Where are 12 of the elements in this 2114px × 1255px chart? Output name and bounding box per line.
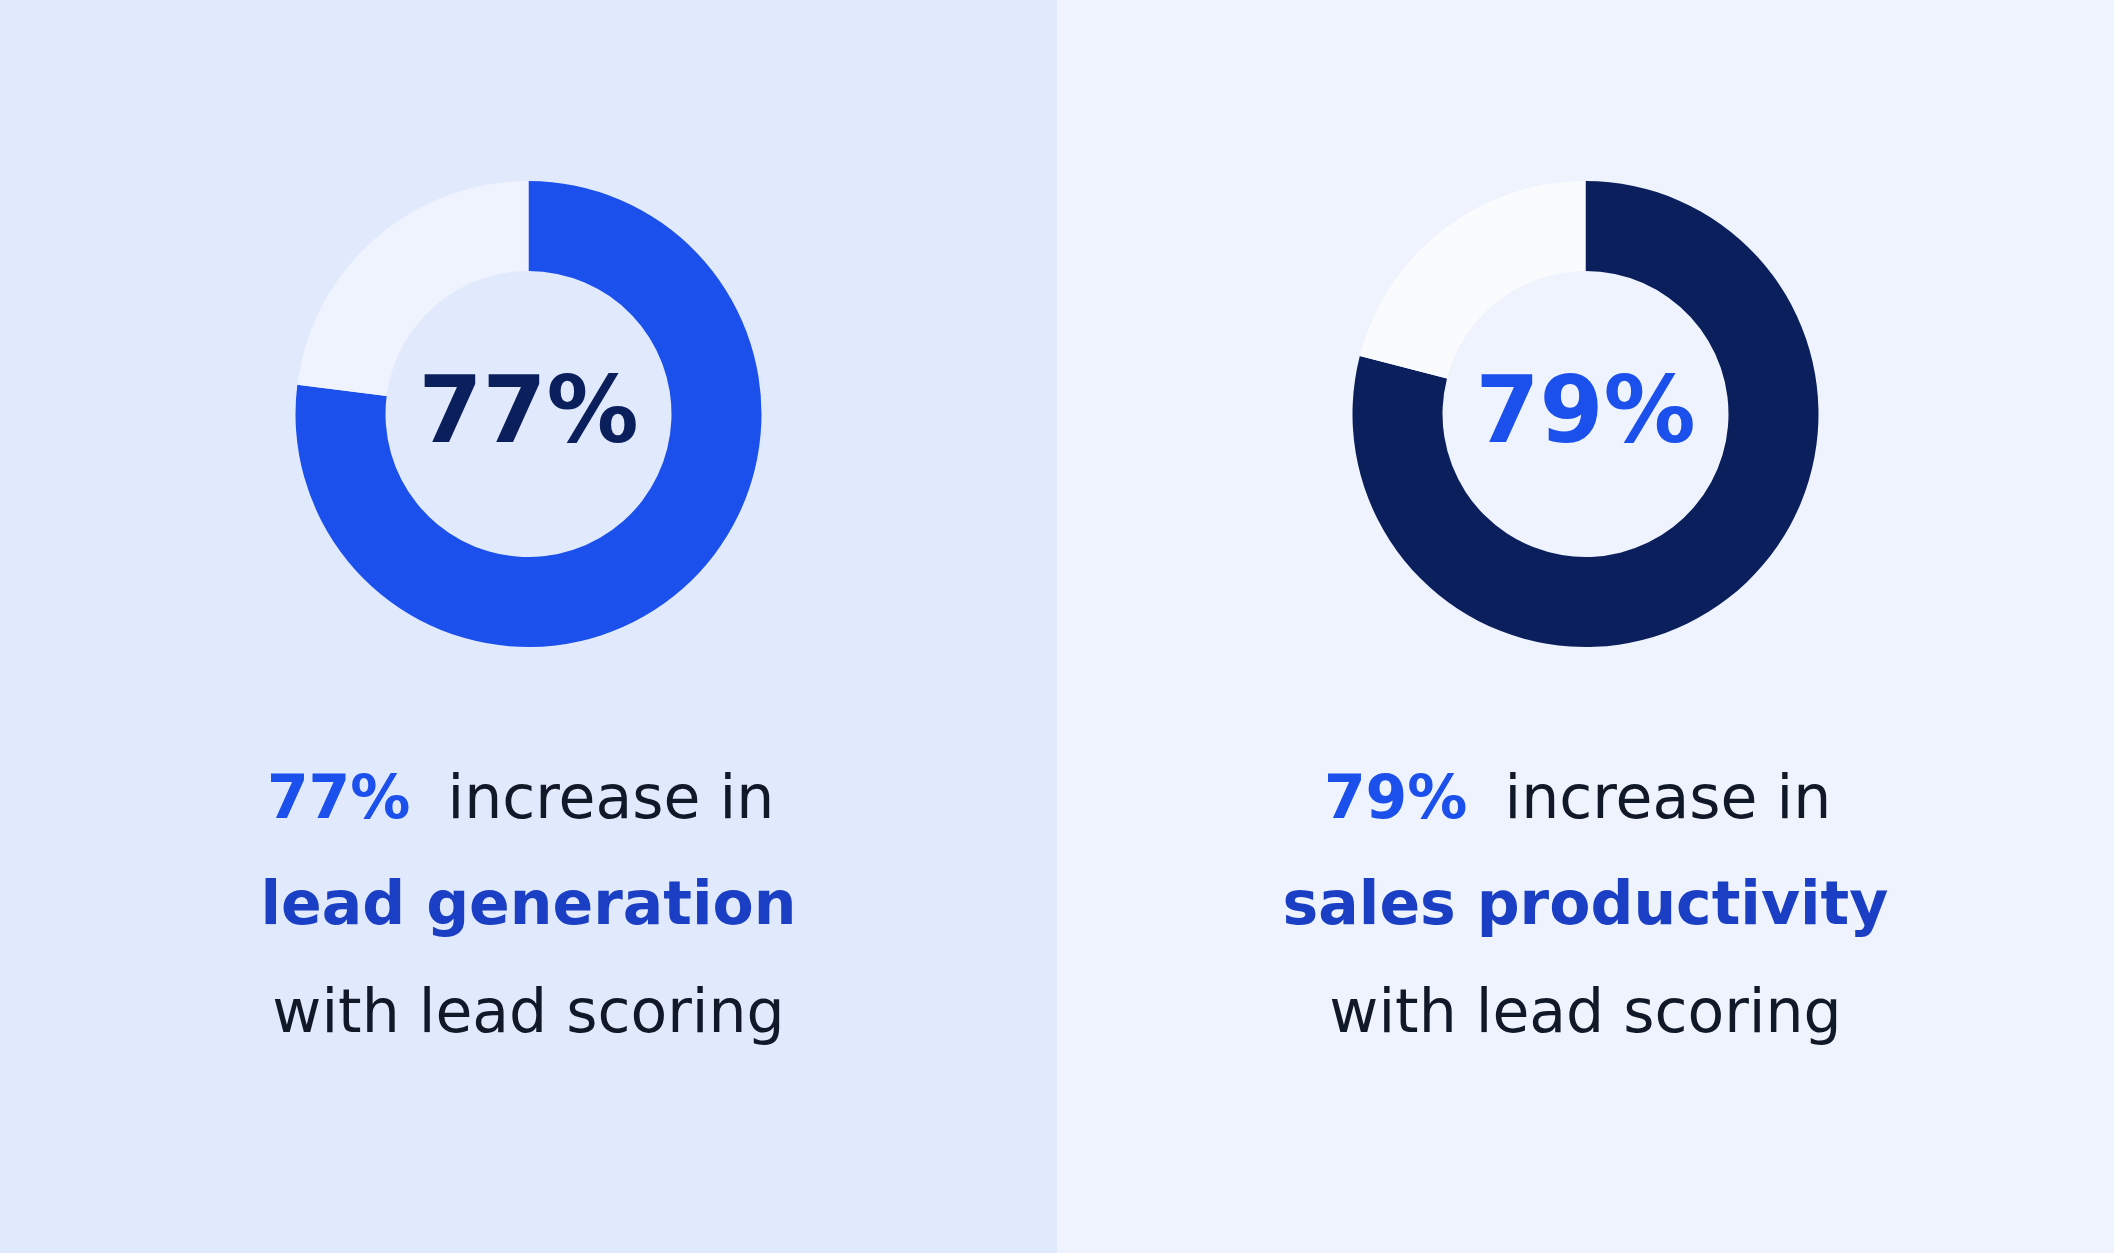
data-label: 77% [418, 357, 639, 464]
text: 77% [266, 762, 411, 832]
data-label: 79% [1475, 357, 1696, 464]
text: with lead scoring [1329, 976, 1842, 1046]
text: sales productivity [1282, 868, 1889, 938]
text: increase in [1504, 762, 1832, 832]
donut-slice [295, 181, 762, 647]
text: with lead scoring [272, 976, 785, 1046]
text: 79% [1323, 762, 1468, 832]
text: increase in [447, 762, 775, 832]
text: lead generation [260, 868, 797, 938]
donut-slice [1352, 181, 1819, 647]
